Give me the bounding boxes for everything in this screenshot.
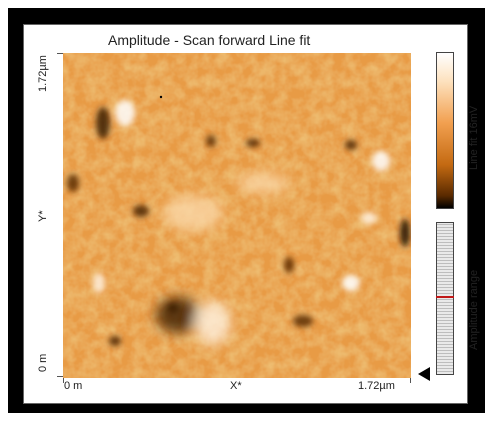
colorbar-gradient (436, 52, 454, 209)
y-tick-top (57, 53, 63, 54)
y-tick-bottom (57, 376, 63, 377)
x-axis-min-label: 0 m (64, 380, 83, 392)
x-tick-left (63, 378, 64, 383)
y-axis-min-label: 0 m (37, 353, 49, 372)
afm-texture (63, 53, 411, 378)
y-axis-max-label: 1.72µm (37, 55, 49, 92)
colorbar-label: Line fit 16mV (468, 105, 480, 170)
triangle-left-icon[interactable] (418, 367, 430, 381)
y-axis-title: Y* (37, 210, 49, 222)
x-axis-max-label: 1.72µm (358, 380, 395, 392)
image-title: Amplitude - Scan forward Line fit (108, 32, 311, 48)
x-tick-right (410, 378, 411, 383)
x-axis-title: X* (230, 380, 242, 392)
range-marker[interactable] (436, 296, 454, 298)
amplitude-range-slider[interactable] (436, 222, 454, 375)
amplitude-range-label: Amplitude range (468, 269, 480, 350)
amplitude-scan-image[interactable] (63, 53, 411, 378)
